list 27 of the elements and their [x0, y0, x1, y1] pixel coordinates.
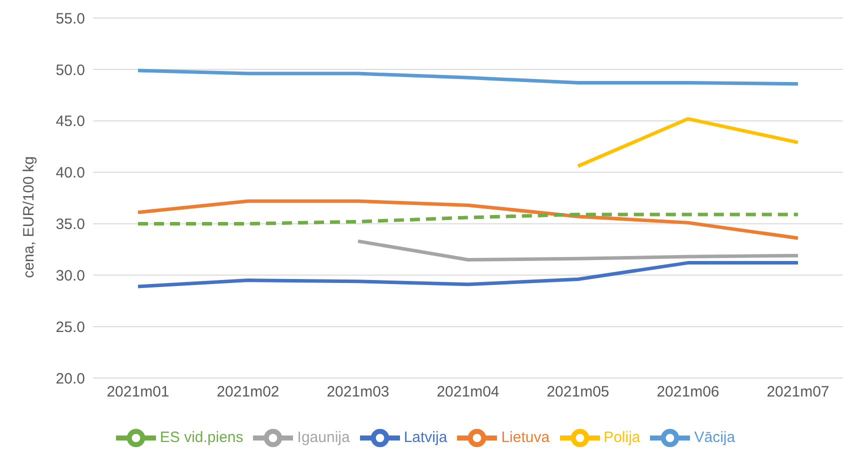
line-series	[136, 261, 800, 288]
x-tick-label: 2021m01	[106, 384, 170, 401]
y-tick-label: 45.0	[56, 113, 85, 130]
legend-label: ES vid.piens	[160, 428, 244, 446]
y-tick-label: 50.0	[56, 62, 85, 79]
y-tick-label: 55.0	[56, 10, 85, 28]
y-tick-label: 20.0	[56, 370, 85, 388]
x-tick-label: 2021m04	[436, 384, 500, 401]
legend-label: Vācija	[694, 428, 736, 446]
legend-label: Lietuva	[501, 428, 550, 446]
legend-label: Igaunija	[297, 428, 350, 446]
y-axis-title: cena, EUR/100 kg	[20, 156, 38, 278]
x-tick-label: 2021m06	[656, 384, 720, 401]
line-series	[136, 212, 800, 226]
x-tick-label: 2021m03	[326, 384, 390, 401]
line-series	[136, 199, 800, 240]
y-tick-label: 35.0	[56, 216, 85, 234]
legend-label: Latvija	[404, 428, 448, 446]
x-tick-label: 2021m02	[216, 384, 280, 401]
y-tick-label: 30.0	[56, 267, 85, 284]
line-series	[136, 68, 800, 86]
line-series	[356, 239, 800, 262]
y-tick-label: 40.0	[56, 164, 85, 182]
x-tick-label: 2021m07	[766, 384, 830, 401]
legend-label: Polija	[604, 428, 640, 446]
y-tick-label: 25.0	[56, 318, 85, 336]
x-tick-label: 2021m05	[546, 384, 610, 401]
